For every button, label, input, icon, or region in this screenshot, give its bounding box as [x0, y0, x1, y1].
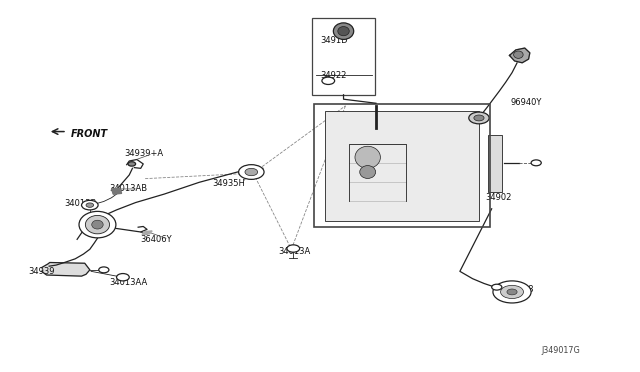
Circle shape [86, 203, 93, 207]
Ellipse shape [79, 211, 116, 238]
Text: 34939: 34939 [29, 267, 55, 276]
Text: 34013AA: 34013AA [109, 278, 147, 287]
Text: 34980+B: 34980+B [332, 197, 371, 206]
Circle shape [474, 115, 484, 121]
Circle shape [492, 284, 502, 290]
Bar [312, 18, 374, 95]
Polygon shape [509, 48, 530, 63]
Circle shape [493, 281, 531, 303]
Ellipse shape [92, 220, 103, 229]
Polygon shape [142, 231, 152, 235]
Text: FRONT: FRONT [71, 129, 108, 139]
Polygon shape [111, 188, 122, 194]
Circle shape [99, 267, 109, 273]
Text: 34950M: 34950M [339, 118, 372, 127]
Text: 34980: 34980 [326, 153, 353, 162]
Text: 34957: 34957 [441, 198, 467, 207]
Text: 96940Y: 96940Y [511, 97, 542, 107]
Circle shape [81, 201, 98, 210]
Circle shape [500, 285, 524, 299]
Circle shape [287, 245, 300, 252]
Ellipse shape [333, 23, 354, 39]
Circle shape [245, 169, 258, 176]
Circle shape [128, 162, 136, 166]
Circle shape [531, 160, 541, 166]
Text: 36406Y: 36406Y [141, 235, 172, 244]
Text: 34951: 34951 [422, 153, 448, 162]
Circle shape [116, 273, 129, 281]
Text: 34939+A: 34939+A [124, 149, 163, 158]
Text: 34922: 34922 [320, 71, 346, 80]
Text: 34908: 34908 [508, 285, 534, 294]
Text: 34935H: 34935H [212, 179, 244, 187]
Ellipse shape [338, 26, 349, 36]
Text: 34013A: 34013A [278, 247, 311, 256]
Text: 24341Y: 24341Y [433, 172, 465, 181]
Ellipse shape [360, 166, 376, 179]
Text: 34013AB: 34013AB [109, 185, 147, 193]
Text: 34902: 34902 [485, 193, 512, 202]
Circle shape [322, 77, 335, 84]
Text: 08543-31000: 08543-31000 [383, 127, 435, 136]
Ellipse shape [355, 146, 380, 169]
Circle shape [468, 112, 489, 124]
Circle shape [507, 289, 517, 295]
Bar [325, 110, 479, 221]
Ellipse shape [514, 51, 523, 58]
Circle shape [239, 165, 264, 179]
Text: 34013B: 34013B [65, 199, 97, 208]
Polygon shape [42, 263, 90, 276]
Text: (8): (8) [396, 134, 407, 144]
Bar [488, 135, 502, 192]
Bar [314, 104, 490, 227]
Text: J349017G: J349017G [541, 346, 580, 355]
Text: 34980+A: 34980+A [332, 143, 371, 152]
Text: 3491D: 3491D [320, 36, 348, 45]
Ellipse shape [85, 215, 109, 234]
